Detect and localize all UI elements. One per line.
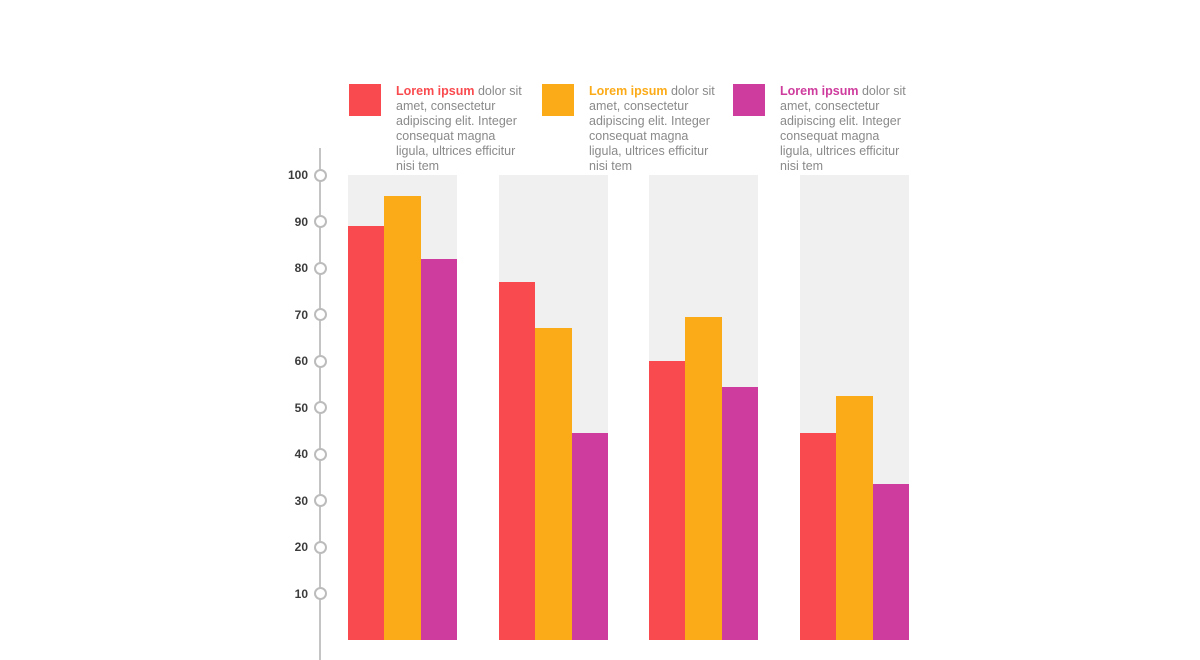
y-axis-tick-label: 90	[294, 214, 308, 229]
y-axis-tick-marker	[313, 168, 327, 182]
y-axis-tick-marker	[313, 308, 327, 321]
bar-group3-series2	[685, 316, 722, 640]
group-1-background	[348, 175, 457, 640]
bar-group4-series1	[800, 433, 837, 640]
y-axis-tick-marker	[313, 215, 327, 228]
legend-text: Lorem ipsum dolor sit amet, consectetur …	[780, 84, 914, 174]
bar-group4-series3	[872, 484, 909, 640]
legend-item-2: Lorem ipsum dolor sit amet, consectetur …	[542, 84, 723, 174]
legend-title: Lorem ipsum	[589, 84, 668, 98]
group-3-background	[649, 175, 758, 640]
y-axis-tick-label: 50	[294, 400, 308, 415]
legend-item-3: Lorem ipsum dolor sit amet, consectetur …	[733, 84, 914, 174]
legend-title: Lorem ipsum	[780, 84, 859, 98]
bar-group2-series3	[571, 433, 608, 640]
grouped-bar-chart: Lorem ipsum dolor sit amet, consectetur …	[287, 84, 914, 660]
y-axis-tick-label: 10	[294, 586, 308, 601]
legend-description: dolor sit amet, consectetur adipiscing e…	[780, 84, 906, 173]
y-axis-tick-label: 100	[287, 168, 308, 182]
y-axis-tick-marker	[313, 401, 327, 414]
legend-description: dolor sit amet, consectetur adipiscing e…	[396, 84, 522, 173]
y-axis-tick-marker	[313, 494, 327, 507]
legend-text: Lorem ipsum dolor sit amet, consectetur …	[396, 84, 530, 174]
legend-swatch-red	[349, 84, 381, 116]
bar-group3-series3	[721, 386, 758, 640]
legend-text: Lorem ipsum dolor sit amet, consectetur …	[589, 84, 723, 174]
y-axis-tick-marker	[313, 587, 327, 600]
bar-group2-series1	[499, 281, 536, 640]
bar-group2-series2	[535, 328, 572, 640]
y-axis-tick-label: 60	[294, 354, 308, 368]
y-axis-tick-label: 30	[294, 493, 308, 508]
legend-swatch-magenta	[733, 84, 765, 116]
y-axis-tick-label: 20	[294, 540, 308, 554]
y-axis-tick-label: 80	[294, 261, 308, 275]
legend-swatch-orange	[542, 84, 574, 116]
bar-group1-series2	[384, 195, 421, 640]
bar-group4-series2	[836, 395, 873, 640]
bar-group3-series1	[649, 361, 686, 640]
bar-group1-series3	[420, 258, 457, 640]
bar-group1-series1	[348, 226, 385, 640]
y-axis-tick-marker	[313, 540, 327, 554]
legend-title: Lorem ipsum	[396, 84, 475, 98]
legend-description: dolor sit amet, consectetur adipiscing e…	[589, 84, 715, 173]
y-axis-tick-label: 40	[294, 447, 308, 461]
y-axis-tick-marker	[313, 354, 327, 368]
group-2-background	[499, 175, 608, 640]
group-4-background	[800, 175, 909, 640]
y-axis-tick-marker	[313, 447, 327, 461]
y-axis-tick-marker	[313, 261, 327, 275]
legend-item-1: Lorem ipsum dolor sit amet, consectetur …	[349, 84, 530, 174]
y-axis-tick-label: 70	[294, 307, 308, 322]
